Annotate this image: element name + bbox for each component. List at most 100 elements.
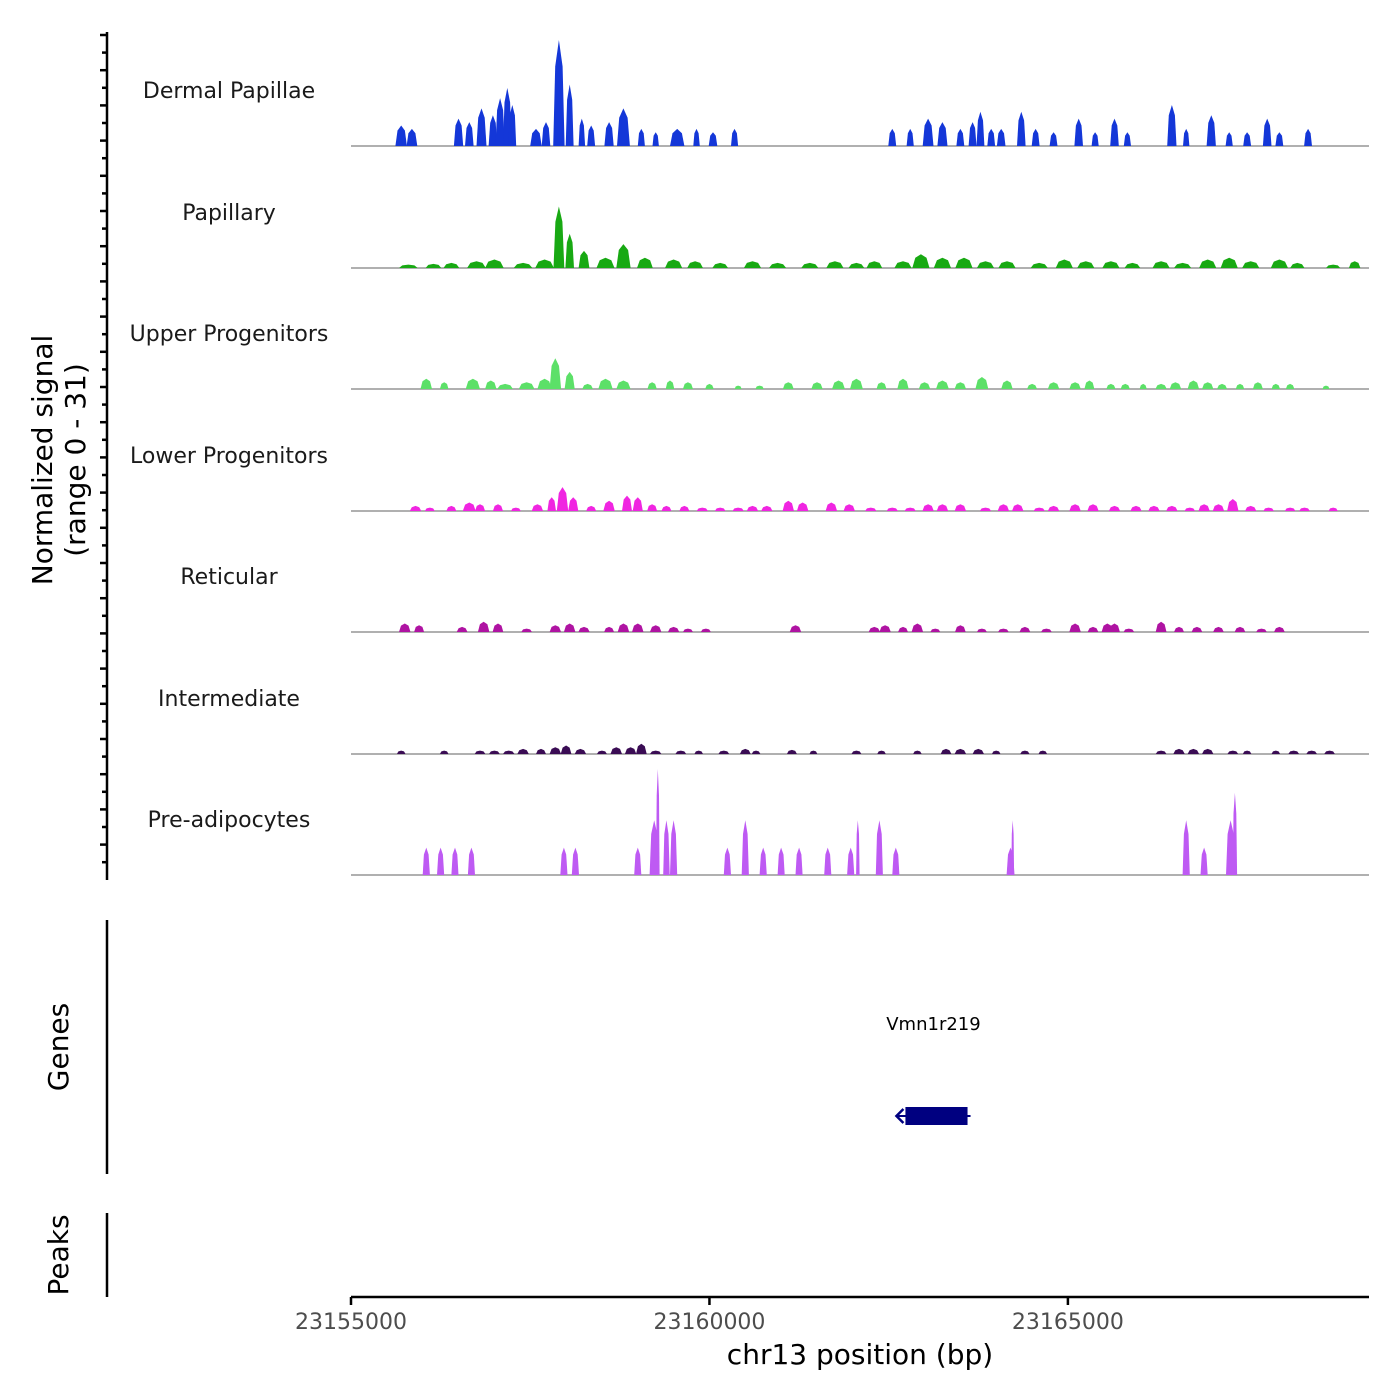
signal-peak [443, 262, 460, 268]
signal-peak [451, 847, 459, 875]
signal-peak [848, 262, 865, 268]
signal-peak [1242, 261, 1260, 268]
signal-peak [913, 750, 922, 754]
signal-peak [537, 378, 552, 389]
signal-peak [714, 507, 726, 511]
signal-peak [1038, 750, 1048, 754]
signal-peak [1328, 507, 1338, 511]
signal-peak [998, 628, 1009, 632]
signal-peak [617, 623, 630, 632]
signal-peak [782, 382, 794, 389]
signal-peak [968, 122, 977, 146]
signal-peak [652, 132, 659, 146]
signal-peak [886, 507, 898, 511]
y-axis-title-line2: (range 0 - 31) [59, 363, 92, 557]
signal-peak [1184, 507, 1196, 511]
signal-peak [439, 382, 449, 389]
signal-peak [826, 261, 844, 268]
gene-annotations: Vmn1r219 [886, 1014, 981, 1125]
signal-peak [743, 261, 762, 268]
signal-peak [465, 378, 480, 389]
signal-peak [560, 745, 572, 754]
signal-peak [665, 259, 683, 268]
gene-strand-arrow [894, 1108, 905, 1124]
track-label: Reticular [180, 565, 278, 590]
signal-peak [912, 254, 930, 268]
signal-peak [1285, 383, 1295, 389]
signal-peak [847, 847, 855, 875]
signal-peak [801, 262, 819, 268]
signal-peak [476, 108, 487, 146]
signal-peak [667, 626, 680, 632]
signal-peak [456, 626, 468, 632]
signal-peak [396, 750, 406, 754]
signal-peak [530, 128, 542, 146]
signal-peak [1169, 382, 1182, 389]
signal-peak [679, 505, 690, 511]
signal-peak [541, 122, 551, 146]
signal-peak [663, 820, 670, 875]
signal-peak [1322, 385, 1330, 389]
signal-peak [598, 378, 613, 389]
signal-peak [1324, 750, 1335, 754]
signal-peak [718, 750, 730, 754]
signal-peak [1155, 383, 1167, 389]
signal-peak [979, 507, 992, 511]
signal-peak [617, 108, 630, 146]
signal-peak [1232, 792, 1238, 875]
signal-peak [741, 820, 749, 875]
signal-peak [604, 122, 614, 146]
signal-peak [1213, 626, 1224, 632]
signal-peak [675, 750, 687, 754]
signal-peak [997, 504, 1010, 511]
signal-peak [632, 497, 643, 511]
signal-peak [746, 505, 759, 511]
signal-peak [911, 623, 924, 632]
signal-peak [1055, 259, 1073, 268]
signal-peak [574, 748, 587, 754]
signal-peak [437, 847, 445, 875]
signal-peak [1155, 621, 1167, 632]
signal-peak [712, 262, 729, 268]
signal-peak [956, 128, 965, 146]
signal-peak [1017, 111, 1026, 146]
signal-peak [1091, 132, 1099, 146]
signal-peak [1152, 261, 1170, 268]
signal-peak [1199, 259, 1217, 268]
signal-peak [1011, 820, 1015, 875]
signal-peak [571, 847, 579, 875]
signal-peak [649, 625, 662, 632]
signal-peak [425, 263, 442, 268]
signal-peak [1102, 261, 1120, 268]
signal-peak [732, 507, 744, 511]
signal-peak [485, 380, 497, 389]
signal-peak [892, 847, 900, 875]
signal-peak [865, 507, 877, 511]
signal-peak [851, 750, 862, 754]
signal-peak [976, 261, 995, 268]
signal-peak [1019, 626, 1031, 632]
signal-peak [422, 847, 430, 875]
signal-peak [1225, 132, 1233, 146]
x-axis: 23155000 23160000 23165000 [295, 1295, 1369, 1335]
signal-peak [843, 504, 855, 511]
signal-peak [1202, 748, 1214, 754]
signal-peak [922, 504, 934, 511]
signal-peak [1220, 257, 1238, 268]
signal-peak [424, 507, 435, 511]
y-axis-title-line1: Normalized signal [26, 335, 59, 586]
signal-peak [898, 626, 908, 632]
signal-peak [521, 628, 532, 632]
signal-peak [453, 118, 464, 146]
signal-peak [1109, 623, 1120, 632]
signal-peak [918, 382, 931, 389]
signal-peak [1139, 383, 1147, 389]
signal-peak [888, 128, 897, 146]
signal-peak [1245, 505, 1257, 511]
signal-peak [1020, 750, 1030, 754]
signal-peak [636, 743, 647, 754]
signal-peak [406, 128, 418, 146]
signal-peak [897, 378, 909, 389]
signal-peak [565, 233, 574, 268]
signal-peak [665, 380, 675, 389]
